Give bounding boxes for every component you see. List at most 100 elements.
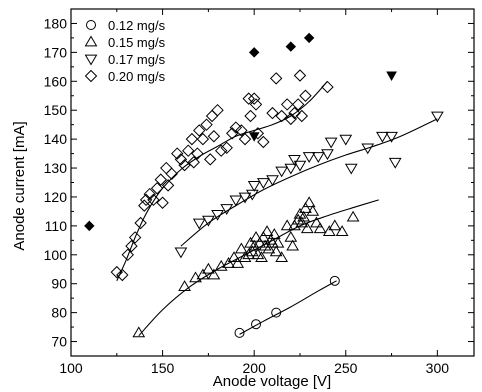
data-point-s1-40 bbox=[302, 196, 316, 208]
y-tick-label-70: 70 bbox=[51, 334, 67, 350]
data-point-s1-19 bbox=[255, 251, 268, 263]
legend-label-0: 0.12 mg/s bbox=[108, 18, 166, 33]
data-point-s3-38 bbox=[247, 92, 261, 105]
data-point-s1-26 bbox=[267, 228, 281, 239]
y-tick-label-180: 180 bbox=[44, 15, 68, 31]
x-tick-label-150: 150 bbox=[151, 360, 175, 376]
data-point-s2-13 bbox=[288, 155, 301, 166]
ticks: 100 150 200 250 300 70 80 90 100 110 120 130 140 150 1… bbox=[44, 9, 474, 376]
data-point-s1-13 bbox=[244, 236, 257, 248]
y-axis-label: Anode current [mA] bbox=[11, 121, 28, 250]
data-point-s2-10 bbox=[266, 175, 279, 187]
data-point-s3-0 bbox=[110, 265, 124, 279]
data-point-s2-2 bbox=[202, 215, 215, 227]
data-point-s3-15 bbox=[165, 167, 178, 181]
data-point-s1-14 bbox=[245, 245, 259, 257]
data-point-s1-39 bbox=[300, 222, 314, 234]
data-point-s3-33 bbox=[229, 121, 243, 134]
data-point-s2-8 bbox=[247, 181, 261, 192]
data-point-s3-22 bbox=[191, 147, 204, 160]
data-point-s1-9 bbox=[231, 256, 245, 268]
data-point-s2-15 bbox=[302, 152, 316, 163]
data-point-s1-0 bbox=[132, 326, 146, 338]
data-point-s1-4 bbox=[202, 262, 215, 274]
data-point-s3-35 bbox=[238, 132, 252, 146]
y-tick-label-130: 130 bbox=[44, 160, 68, 176]
data-markers bbox=[84, 32, 444, 338]
data-point-s3-42 bbox=[266, 106, 279, 120]
data-point-s2-4 bbox=[220, 204, 234, 216]
data-point-s2-20 bbox=[344, 163, 358, 175]
data-point-s3-41 bbox=[257, 135, 270, 149]
data-point-s1-34 bbox=[291, 213, 305, 225]
data-point-s1-30 bbox=[280, 219, 294, 231]
y-tick-label-170: 170 bbox=[44, 44, 68, 60]
data-point-s2-17 bbox=[321, 149, 334, 161]
legend: 0.12 mg/s 0.15 mg/s 0.17 mg/s 0.20 mg/s bbox=[84, 18, 166, 84]
data-point-s3-23 bbox=[193, 124, 206, 137]
data-point-s3-17 bbox=[174, 153, 188, 166]
y-tick-label-150: 150 bbox=[44, 102, 68, 118]
data-point-s3-11 bbox=[154, 173, 167, 186]
data-point-s2-18 bbox=[324, 137, 338, 149]
data-point-s2-7 bbox=[245, 189, 259, 201]
data-point-s1-23 bbox=[262, 242, 276, 254]
data-point-s3-45 bbox=[280, 98, 294, 111]
data-point-s1-5 bbox=[207, 268, 221, 280]
data-point-s0-2 bbox=[271, 307, 282, 318]
x-tick-label-300: 300 bbox=[426, 360, 450, 376]
legend-label-3: 0.20 mg/s bbox=[108, 69, 166, 84]
data-point-s2-9 bbox=[256, 178, 270, 189]
data-point-s3-34 bbox=[235, 124, 248, 137]
data-point-s2-19 bbox=[339, 134, 353, 146]
data-point-s3-3 bbox=[125, 239, 138, 253]
data-point-s1-22 bbox=[260, 225, 274, 237]
data-point-s2-1 bbox=[192, 218, 206, 230]
data-point-s1-36 bbox=[295, 216, 309, 228]
data-point-s3-5 bbox=[134, 216, 147, 230]
data-point-s3-19 bbox=[182, 144, 195, 157]
data-point-s3-30 bbox=[215, 144, 228, 157]
y-tick-label-140: 140 bbox=[44, 131, 68, 147]
data-point-s3-49 bbox=[293, 69, 307, 82]
data-point-s1-17 bbox=[251, 248, 265, 260]
y-tick-label-80: 80 bbox=[51, 305, 67, 321]
data-point-s1-1 bbox=[178, 280, 191, 291]
x-tick-label-250: 250 bbox=[334, 360, 358, 376]
y-tick-label-110: 110 bbox=[45, 218, 68, 234]
data-point-s4-2 bbox=[285, 41, 297, 52]
data-point-s1-7 bbox=[222, 256, 235, 268]
legend-marker-2 bbox=[84, 54, 98, 66]
data-point-s3-10 bbox=[150, 182, 164, 195]
data-point-s3-39 bbox=[249, 98, 263, 111]
data-point-s5-0 bbox=[248, 132, 260, 142]
data-point-s1-28 bbox=[271, 236, 285, 248]
data-point-s3-12 bbox=[156, 196, 169, 209]
data-point-s3-27 bbox=[205, 109, 219, 123]
data-point-s1-47 bbox=[346, 210, 360, 222]
fit-curve-2 bbox=[180, 118, 438, 247]
data-point-s3-47 bbox=[288, 106, 301, 120]
data-point-s3-36 bbox=[242, 92, 255, 105]
data-point-s2-21 bbox=[361, 143, 375, 155]
data-point-s1-32 bbox=[286, 239, 300, 251]
data-point-s3-9 bbox=[147, 193, 160, 207]
data-point-s4-0 bbox=[84, 220, 95, 232]
data-point-s2-24 bbox=[388, 157, 402, 169]
data-point-s3-52 bbox=[321, 80, 334, 94]
data-point-s0-1 bbox=[251, 319, 262, 330]
data-point-s1-12 bbox=[242, 248, 256, 260]
data-point-s3-31 bbox=[220, 141, 233, 155]
data-point-s2-16 bbox=[311, 152, 325, 163]
data-point-s3-21 bbox=[187, 156, 200, 169]
data-point-s1-16 bbox=[249, 230, 263, 242]
data-point-s3-1 bbox=[116, 268, 129, 282]
data-point-s1-43 bbox=[313, 222, 327, 234]
data-point-s2-12 bbox=[284, 163, 298, 175]
data-point-s1-3 bbox=[196, 268, 210, 280]
x-tick-label-100: 100 bbox=[59, 360, 83, 376]
data-point-s1-31 bbox=[284, 230, 298, 242]
data-point-s2-14 bbox=[293, 160, 307, 172]
data-point-s3-16 bbox=[171, 147, 184, 160]
